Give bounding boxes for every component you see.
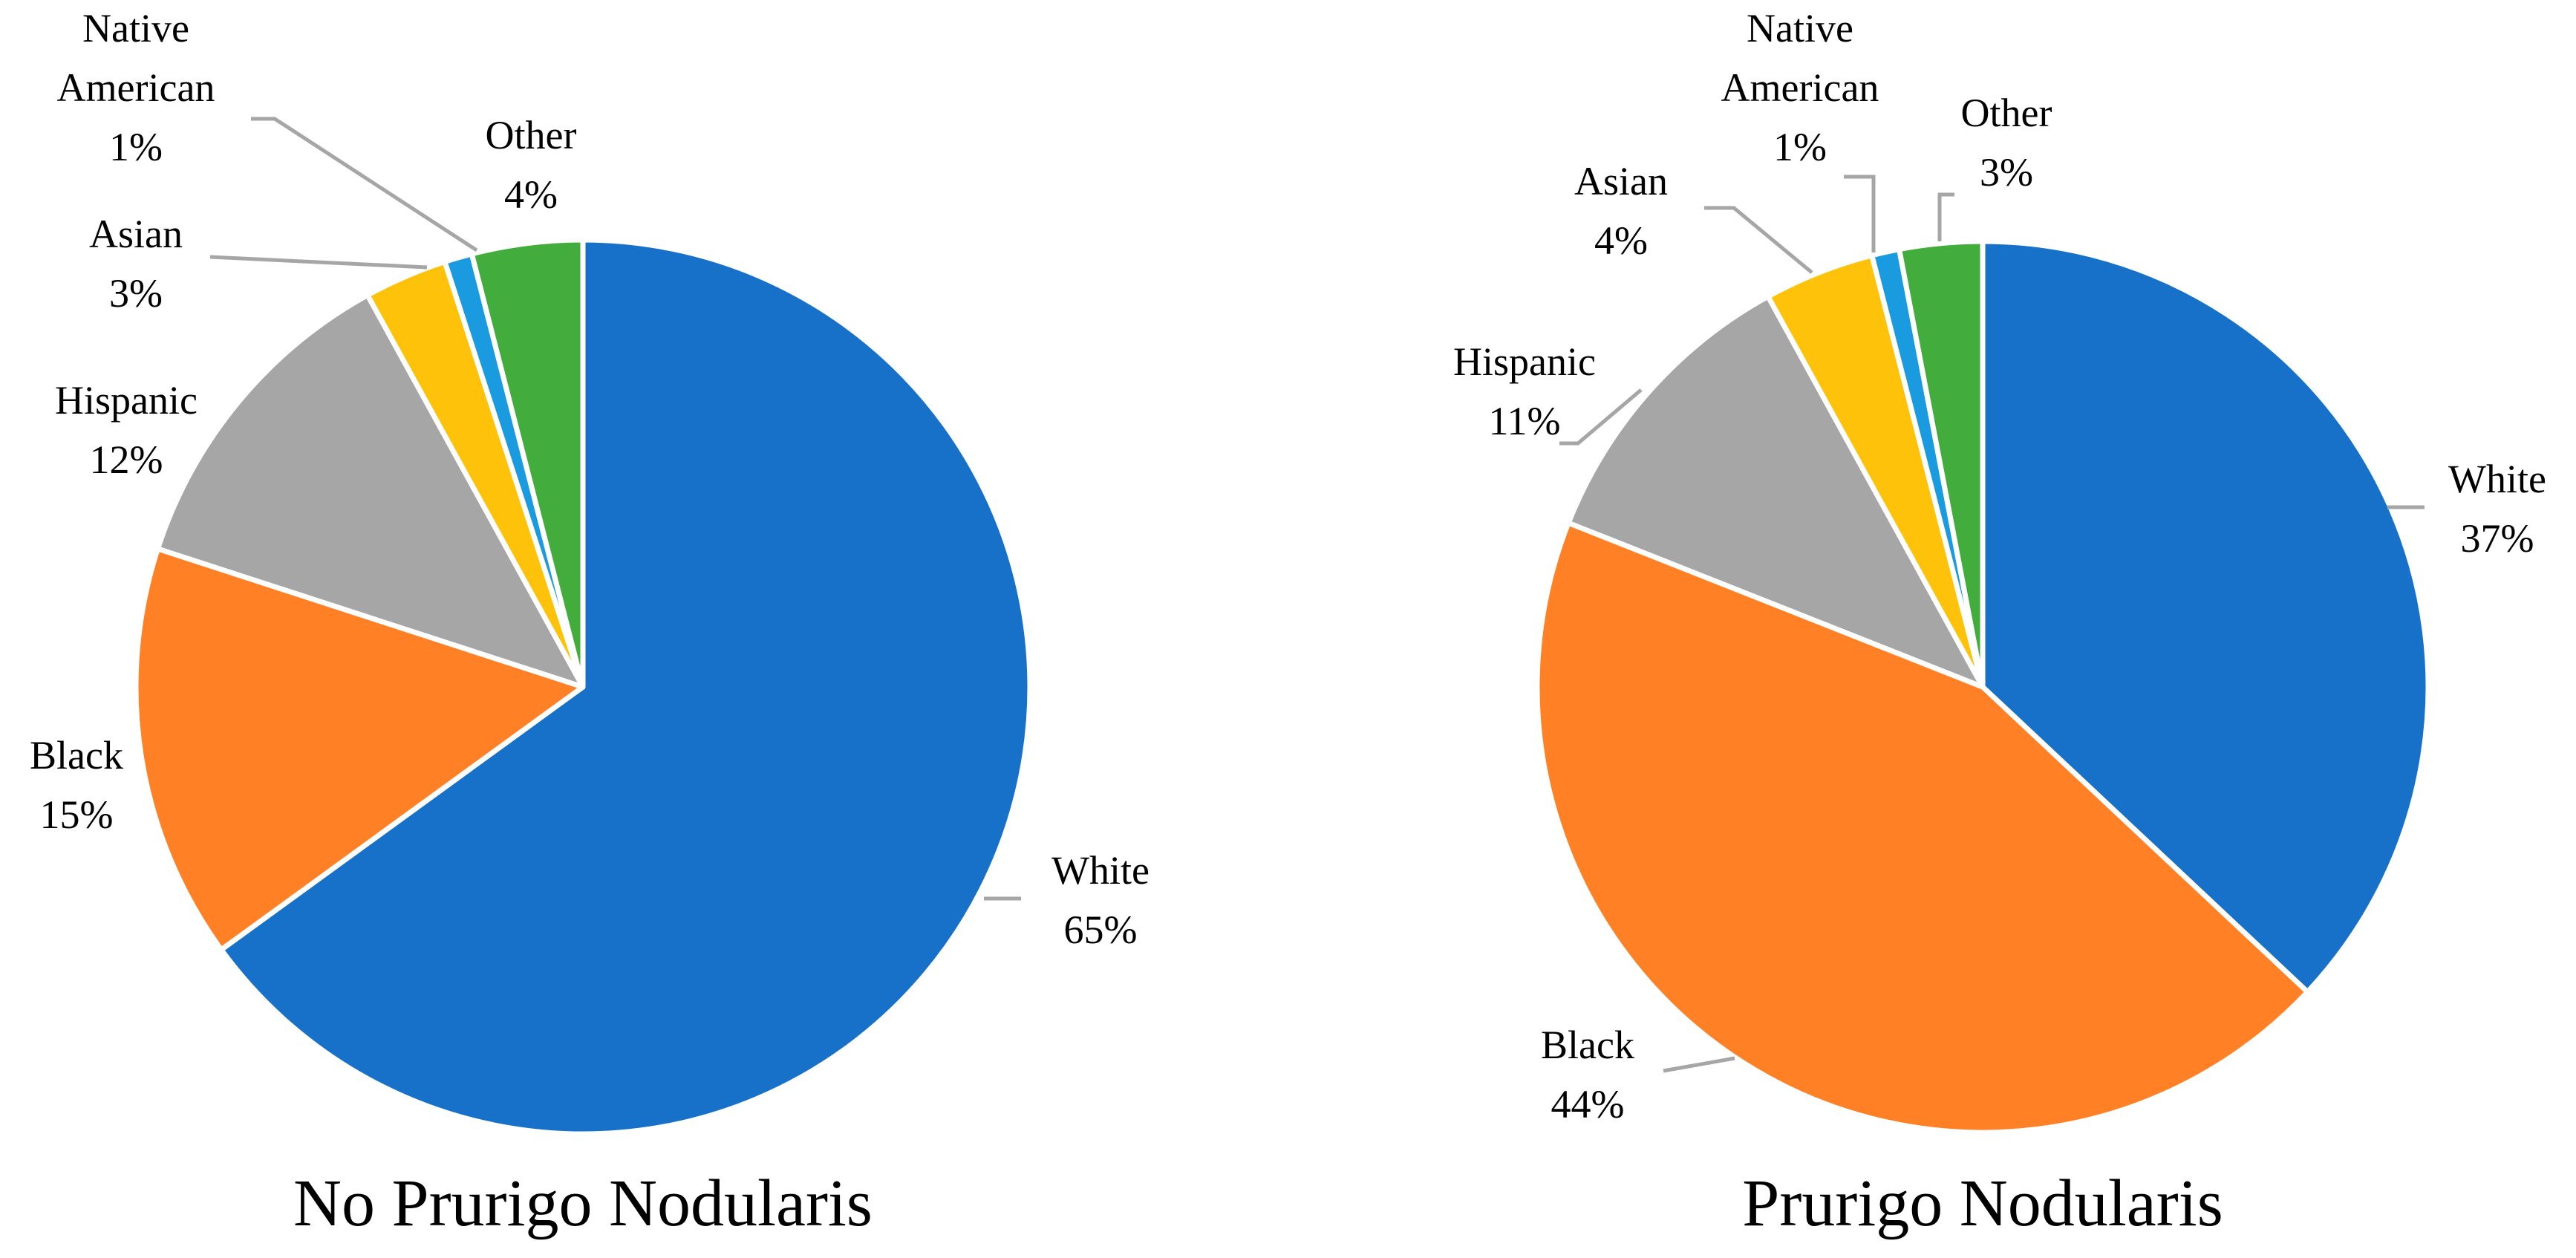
data-label-other: Other 3% [1961,91,2052,195]
data-label-white: White 65% [1051,848,1150,952]
data-label-white: White 37% [2448,457,2546,561]
data-label-native-american: Native American 1% [1721,6,1879,169]
pie-slice-hispanic [1565,293,1986,690]
leader-line-black [1663,1056,1735,1073]
pie-slice-other [469,237,586,690]
leader-line-hispanic [1559,388,1643,446]
chart-title: Prurigo Nodularis [1742,1167,2223,1240]
pie-slice-white [218,237,1033,1137]
leader-line-native-american [1844,175,1876,252]
data-label-native-american: Native American 1% [57,6,215,169]
data-label-hispanic: Hispanic 12% [55,378,198,482]
leader-line-other [1937,192,1954,241]
pie-slice-white [1980,238,2431,995]
pie-slice-other [1897,238,1986,690]
pie-slice-black [133,546,586,953]
leader-line-asian [209,255,428,270]
data-label-asian: Asian 4% [1574,159,1668,263]
data-label-black: Black 15% [30,733,123,837]
chart-title: No Prurigo Nodularis [293,1167,873,1240]
leader-line-asian [1704,206,1813,274]
pie-slice-hispanic [154,292,586,690]
leader-line-native-american [251,117,478,252]
data-label-other: Other 4% [486,113,577,217]
data-label-asian: Asian 3% [89,212,183,316]
data-label-hispanic: Hispanic 11% [1453,339,1596,443]
pie-slice-black [1534,520,2310,1135]
data-label-black: Black 44% [1541,1023,1634,1127]
pie-chart-2: White 37% Black 44% Hispanic 11% Asian 4% Native… [1453,6,2546,1240]
pie-chart-1: White 65% Black 15% Hispanic 12% Asian 3% Native… [30,6,1150,1240]
